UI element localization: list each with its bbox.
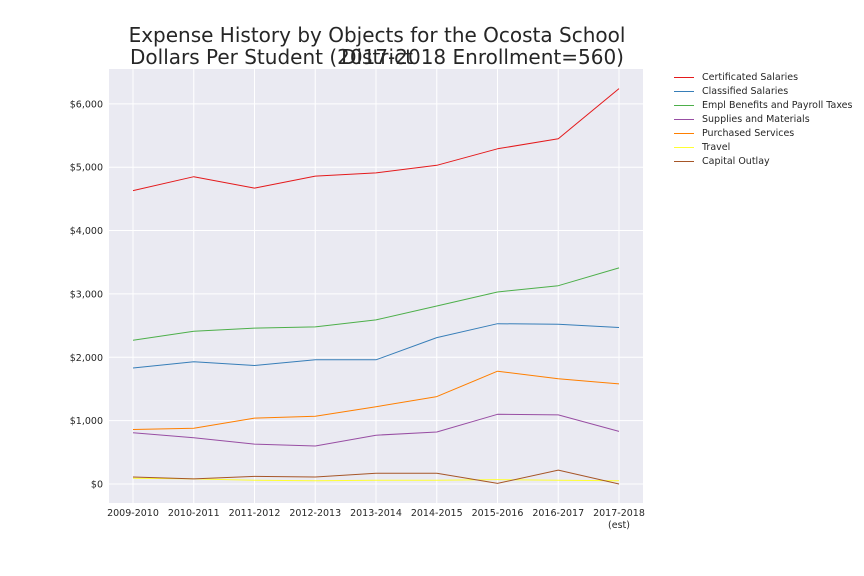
y-axis: $0 $1,000 $2,000 $3,000 $4,000 $5,000 $6,000: [70, 99, 103, 490]
chart-subtitle: Dollars Per Student (2017-2018 Enrollmen…: [130, 45, 624, 69]
y-tick-label: $5,000: [70, 163, 103, 174]
legend-swatch: [674, 76, 694, 78]
x-axis: 2009-2010 2010-2011 2011-2012 2012-2013 2013…: [107, 508, 645, 531]
legend-item: Certificated Salaries: [674, 70, 852, 84]
y-tick-label: $1,000: [70, 416, 103, 427]
legend-swatch: [674, 132, 694, 134]
legend-item: Supplies and Materials: [674, 112, 852, 126]
x-tick-label: 2013-2014: [350, 508, 402, 519]
legend-item: Capital Outlay: [674, 154, 852, 168]
series-line-empl-benefits-and-payroll-taxes: [132, 267, 620, 341]
legend-item: Classified Salaries: [674, 84, 852, 98]
legend-label: Travel: [702, 141, 731, 153]
legend-label: Empl Benefits and Payroll Taxes: [702, 99, 853, 111]
y-tick-label: $0: [91, 479, 103, 490]
x-tick-label: 2011-2012: [229, 508, 281, 519]
grid: [109, 69, 643, 503]
legend-item: Travel: [674, 140, 852, 154]
series-line-classified-salaries: [132, 323, 620, 369]
legend-label: Purchased Services: [702, 127, 795, 139]
series-line-travel: [132, 477, 620, 482]
x-tick-label: 2012-2013: [289, 508, 341, 519]
legend-swatch: [674, 104, 694, 106]
series-line-capital-outlay: [132, 469, 620, 485]
legend-label: Supplies and Materials: [702, 113, 810, 125]
x-tick-label: 2016-2017: [532, 508, 584, 519]
x-tick-sublabel: (est): [608, 520, 630, 531]
legend-swatch: [674, 146, 694, 148]
x-tick-label: 2014-2015: [411, 508, 463, 519]
series-group: [132, 88, 620, 485]
y-tick-label: $2,000: [70, 353, 103, 364]
legend: Certificated Salaries Classified Salaries…: [674, 70, 852, 168]
legend-label: Certificated Salaries: [702, 71, 799, 83]
legend-item: Purchased Services: [674, 126, 852, 140]
legend-item: Empl Benefits and Payroll Taxes: [674, 98, 852, 112]
x-tick-label: 2015-2016: [472, 508, 524, 519]
x-tick-label: 2017-2018: [593, 508, 645, 519]
y-tick-label: $4,000: [70, 226, 103, 237]
legend-swatch: [674, 118, 694, 120]
x-tick-label: 2009-2010: [107, 508, 159, 519]
series-line-supplies-and-materials: [132, 413, 620, 447]
legend-label: Capital Outlay: [702, 155, 770, 167]
y-tick-label: $6,000: [70, 99, 103, 110]
series-line-certificated-salaries: [132, 88, 620, 192]
legend-swatch: [674, 160, 694, 162]
legend-swatch: [674, 90, 694, 92]
chart-title: Expense History by Objects for the Ocost…: [128, 23, 626, 69]
series-line-purchased-services: [132, 370, 620, 430]
y-tick-label: $3,000: [70, 289, 103, 300]
x-tick-label: 2010-2011: [168, 508, 220, 519]
legend-label: Classified Salaries: [702, 85, 789, 97]
